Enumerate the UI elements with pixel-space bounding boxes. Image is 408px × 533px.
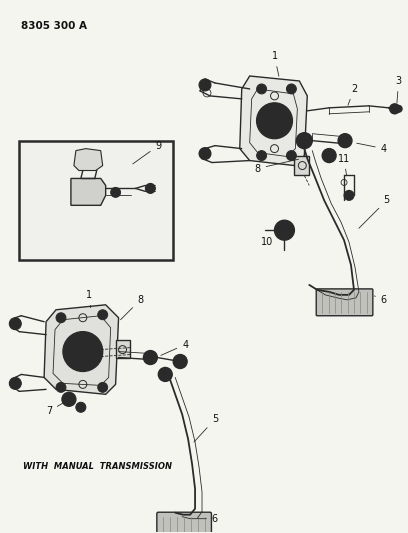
Circle shape xyxy=(257,103,293,139)
Text: 6: 6 xyxy=(375,295,387,305)
Text: 8305 300 A: 8305 300 A xyxy=(21,21,87,31)
Text: 6: 6 xyxy=(198,514,218,524)
Circle shape xyxy=(144,351,157,365)
Circle shape xyxy=(98,382,108,392)
FancyBboxPatch shape xyxy=(157,512,211,533)
Polygon shape xyxy=(240,76,307,166)
Text: 8: 8 xyxy=(120,295,144,320)
Circle shape xyxy=(9,318,21,330)
Text: 2: 2 xyxy=(348,84,357,105)
Polygon shape xyxy=(74,149,103,171)
Text: 9: 9 xyxy=(133,141,162,164)
Text: 4: 4 xyxy=(357,143,387,154)
Circle shape xyxy=(395,106,402,112)
Circle shape xyxy=(338,134,352,148)
Text: 5: 5 xyxy=(359,196,390,228)
Text: 5: 5 xyxy=(194,414,218,442)
Circle shape xyxy=(199,79,211,91)
Circle shape xyxy=(173,354,187,368)
Circle shape xyxy=(344,190,354,200)
Circle shape xyxy=(257,84,266,94)
Circle shape xyxy=(9,377,21,389)
Circle shape xyxy=(390,104,400,114)
Bar xyxy=(19,141,173,260)
Text: 11: 11 xyxy=(338,154,350,176)
Circle shape xyxy=(322,149,336,163)
Circle shape xyxy=(111,188,121,197)
Circle shape xyxy=(199,148,211,159)
Circle shape xyxy=(76,402,86,412)
Text: WITH  MANUAL  TRANSMISSION: WITH MANUAL TRANSMISSION xyxy=(23,463,172,472)
Text: 1: 1 xyxy=(86,290,92,308)
Circle shape xyxy=(275,220,295,240)
Text: 4: 4 xyxy=(161,340,188,356)
Bar xyxy=(115,340,129,358)
Circle shape xyxy=(56,382,66,392)
Circle shape xyxy=(145,183,155,193)
Circle shape xyxy=(56,313,66,322)
Circle shape xyxy=(62,392,76,406)
Polygon shape xyxy=(71,179,106,205)
Circle shape xyxy=(63,332,103,372)
Circle shape xyxy=(286,151,296,160)
Circle shape xyxy=(98,310,108,320)
Polygon shape xyxy=(44,305,119,394)
FancyBboxPatch shape xyxy=(316,289,373,316)
Text: 7: 7 xyxy=(46,403,64,416)
Circle shape xyxy=(158,367,172,382)
Text: 10: 10 xyxy=(262,232,279,247)
Text: 8: 8 xyxy=(255,159,299,174)
Bar xyxy=(295,156,309,175)
Circle shape xyxy=(257,151,266,160)
Circle shape xyxy=(286,84,296,94)
Circle shape xyxy=(296,133,312,149)
Text: 3: 3 xyxy=(396,76,402,103)
Text: 1: 1 xyxy=(271,51,279,76)
